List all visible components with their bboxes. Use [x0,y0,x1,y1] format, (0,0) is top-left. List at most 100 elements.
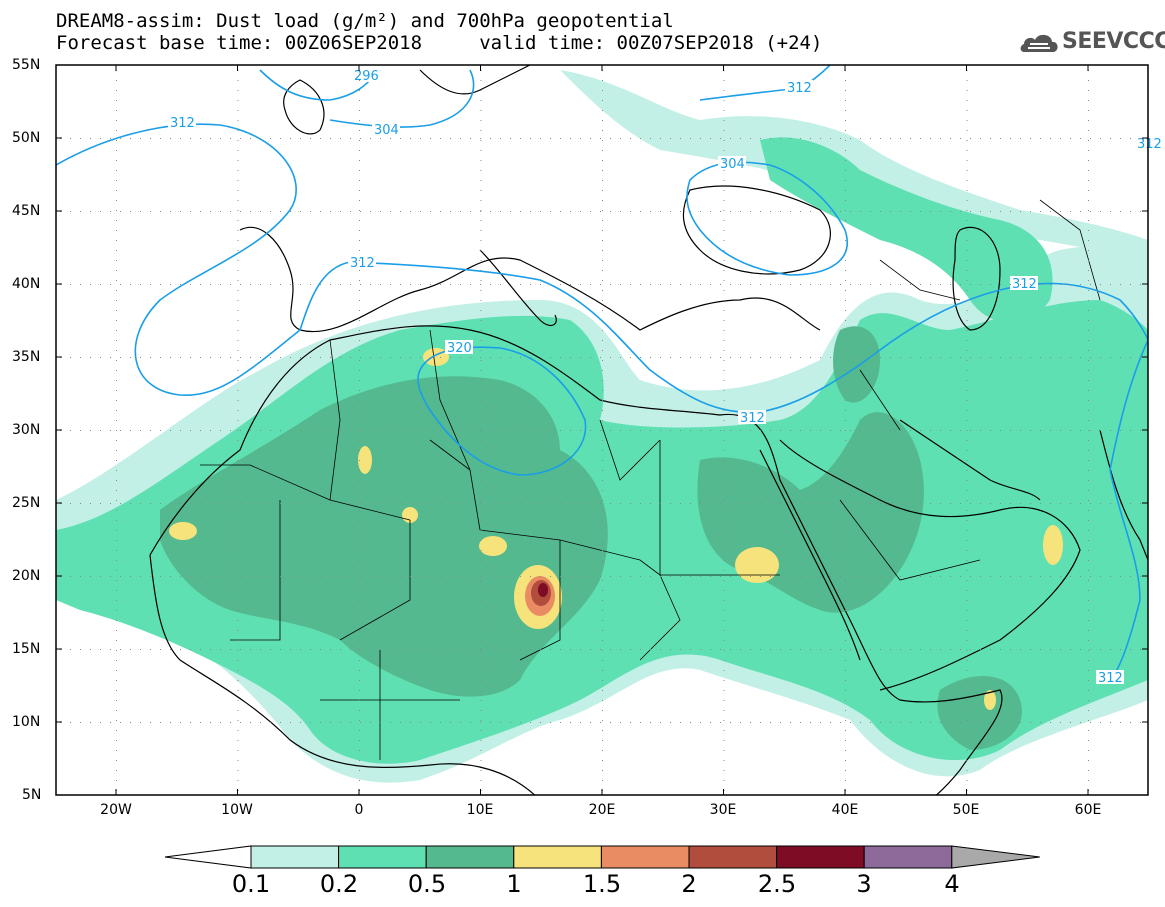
graticule-dot [760,722,761,723]
graticule-dot [1000,211,1001,212]
graticule-dot [723,150,725,151]
graticule-dot [190,138,191,139]
graticule-dot [550,649,551,650]
graticule-dot [1040,722,1041,723]
graticule-dot [359,480,360,481]
graticule-dot [950,211,951,212]
graticule-dot [950,284,951,285]
graticule-dot [845,690,846,691]
graticule-dot [890,430,891,431]
graticule-dot [180,357,181,358]
graticule-dot [960,576,961,577]
graticule-dot [359,210,360,211]
graticule-dot [370,576,371,577]
graticule-dot [237,560,239,561]
graticule-dot [990,211,991,212]
graticule-dot [870,357,871,358]
graticule-dot [116,770,117,771]
graticule-dot [920,503,921,504]
graticule-dot [780,576,781,577]
lon-label: 20E [588,802,616,818]
colorbar-label: 2 [681,870,697,898]
contour-label: 296 [354,69,379,84]
graticule-dot [723,330,725,331]
graticule-dot [300,649,301,650]
graticule-dot [723,520,725,521]
graticule-dot [770,503,771,504]
graticule-dot [359,370,360,371]
graticule-dot [1030,138,1031,139]
graticule-dot [1000,138,1001,139]
graticule-dot [930,722,931,723]
graticule-dot [237,470,239,471]
graticule-dot [650,576,651,577]
graticule-dot [620,138,621,139]
graticule-dot [900,357,901,358]
graticule-dot [1080,722,1081,723]
graticule-dot [710,211,711,212]
graticule-dot [1060,284,1061,285]
graticule-dot [1010,357,1011,358]
graticule-dot [90,722,91,723]
graticule-dot [530,357,531,358]
graticule-dot [1010,430,1011,431]
india-coast [1099,429,1148,561]
graticule-dot [1010,211,1011,212]
graticule-dot [602,480,603,481]
lat-label: 15N [12,641,41,657]
graticule-dot [370,138,371,139]
graticule-dot [620,649,621,650]
graticule-dot [930,576,931,577]
graticule-dot [370,722,371,723]
graticule-dot [480,270,482,271]
graticule-dot [1070,430,1071,431]
graticule-dot [280,576,281,577]
graticule-dot [440,430,441,431]
graticule-dot [630,649,631,650]
graticule-dot [1130,284,1131,285]
graticule-dot [590,430,591,431]
contour-label: 312 [1137,137,1162,152]
graticule-dot [950,430,951,431]
graticule-dot [640,430,641,431]
graticule-dot [1088,210,1089,211]
graticule-dot [390,503,391,504]
graticule-dot [116,630,117,631]
graticule-dot [360,649,361,650]
graticule-dot [770,722,771,723]
graticule-dot [237,190,239,191]
graticule-dot [400,357,401,358]
graticule-dot [1060,503,1061,504]
graticule-dot [120,649,121,650]
graticule-dot [966,350,968,351]
graticule-dot [580,503,581,504]
contour-labels: 296 312 304 312 304 312 320 312 312 312 … [168,68,1162,686]
dust-level-1-patch [984,690,996,710]
graticule-dot [920,357,921,358]
graticule-dot [90,503,91,504]
graticule-dot [359,390,360,391]
graticule-dot [237,80,239,81]
graticule-dot [237,320,239,321]
graticule-dot [930,649,931,650]
graticule-dot [966,250,968,251]
graticule-dot [700,211,701,212]
graticule-dot [480,170,482,171]
graticule-dot [1088,590,1089,591]
graticule-dot [740,722,741,723]
graticule-dot [100,576,101,577]
graticule-dot [359,520,360,521]
graticule-dot [290,357,291,358]
graticule-dot [1050,138,1051,139]
graticule-dot [390,430,391,431]
graticule-dot [880,357,881,358]
graticule-dot [280,649,281,650]
graticule-dot [210,211,211,212]
graticule-dot [359,200,360,201]
graticule-dot [990,722,991,723]
graticule-dot [750,503,751,504]
graticule-dot [1010,138,1011,139]
lat-label: 50N [12,130,41,146]
graticule-dot [150,284,151,285]
graticule-dot [966,430,968,431]
